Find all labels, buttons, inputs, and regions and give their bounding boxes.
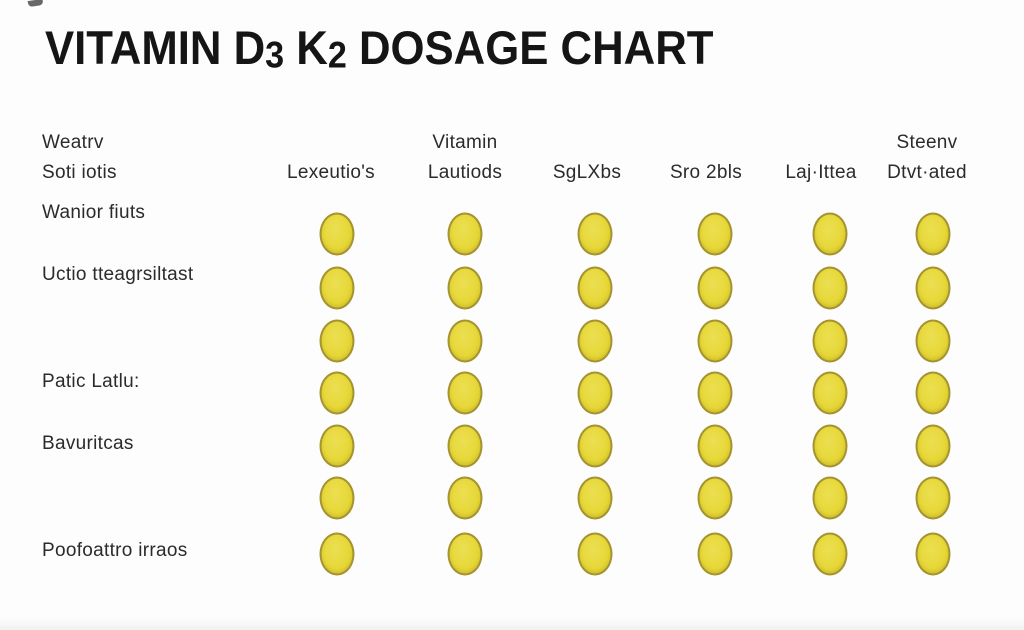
softgel-capsule-icon [447,212,483,256]
row-label: Wanior fiuts [42,202,146,223]
edge-artifact-mark [27,0,44,8]
column-header: Laj·Ittea [785,128,856,188]
softgel-capsule-icon [319,371,355,415]
softgel-capsule-icon [319,319,355,363]
softgel-capsule-icon [577,532,613,576]
column-header: SgLXbs [553,128,621,188]
row-header-column-title: Weatrv Soti iotis [42,128,117,188]
softgel-capsule-icon [319,212,355,256]
column-header-line [287,128,375,158]
softgel-capsule-icon [577,371,613,415]
softgel-capsule-icon [447,532,483,576]
column-header: Sro 2bls [670,128,742,188]
softgel-capsule-icon [812,212,848,256]
column-header-line: Sro 2bls [669,162,743,183]
column-header-line: Steenv [896,132,958,153]
softgel-capsule-icon [915,266,951,310]
column-header: Vitamin Lautiods [428,128,502,188]
softgel-capsule-icon [812,424,848,468]
softgel-capsule-icon [319,532,355,576]
softgel-capsule-icon [697,371,733,415]
softgel-capsule-icon [915,532,951,576]
softgel-capsule-icon [447,319,483,363]
column-header-line [553,128,621,158]
softgel-capsule-icon [697,212,733,256]
row-label: Patic Latlu: [42,371,140,392]
softgel-capsule-icon [812,319,848,363]
softgel-capsule-icon [812,371,848,415]
softgel-capsule-icon [577,266,613,310]
title-text: DOSAGE CHART [346,21,714,74]
softgel-capsule-icon [319,424,355,468]
row-label: Bavuritcas [42,433,134,454]
softgel-capsule-icon [447,371,483,415]
softgel-capsule-icon [577,424,613,468]
softgel-capsule-icon [915,424,951,468]
softgel-capsule-icon [812,266,848,310]
softgel-capsule-icon [319,476,355,520]
softgel-capsule-icon [915,319,951,363]
bottom-edge-artifact [0,617,1024,630]
softgel-capsule-icon [697,319,733,363]
softgel-capsule-icon [447,476,483,520]
column-header-line: Lexeutio's [287,162,375,183]
softgel-capsule-icon [697,266,733,310]
title-subscript-digit: 2 [327,34,347,76]
softgel-capsule-icon [577,212,613,256]
softgel-capsule-icon [447,266,483,310]
corner-header-line1: Weatrv [42,132,104,153]
column-header-line: Vitamin [432,132,498,153]
softgel-capsule-icon [319,266,355,310]
title-text: K [284,21,328,74]
row-label: Poofoattro irraos [42,540,188,561]
softgel-capsule-icon [915,476,951,520]
column-header-line: Lautiods [427,162,503,183]
softgel-capsule-icon [697,476,733,520]
column-header: Steenv Dtvt·ated [887,128,967,188]
title-subscript-digit: 3 [265,34,285,76]
softgel-capsule-icon [697,424,733,468]
softgel-capsule-icon [447,424,483,468]
column-header-line: SgLXbs [552,162,622,183]
column-header: Lexeutio's [287,128,375,188]
corner-header-line2: Soti iotis [42,162,117,183]
row-label: Uctio tteagrsiltast [42,264,194,285]
column-header-line: Laj·Ittea [785,162,857,183]
column-header-line: Dtvt·ated [887,162,967,183]
softgel-capsule-icon [915,212,951,256]
column-header-line [670,128,742,158]
softgel-capsule-icon [577,319,613,363]
softgel-capsule-icon [812,532,848,576]
title-text: VITAMIN D [45,21,266,74]
softgel-capsule-icon [577,476,613,520]
page-title: VITAMIN D3 K2 DOSAGE CHART [45,20,713,77]
softgel-capsule-icon [697,532,733,576]
softgel-capsule-icon [812,476,848,520]
column-header-line [785,128,856,158]
softgel-capsule-icon [915,371,951,415]
